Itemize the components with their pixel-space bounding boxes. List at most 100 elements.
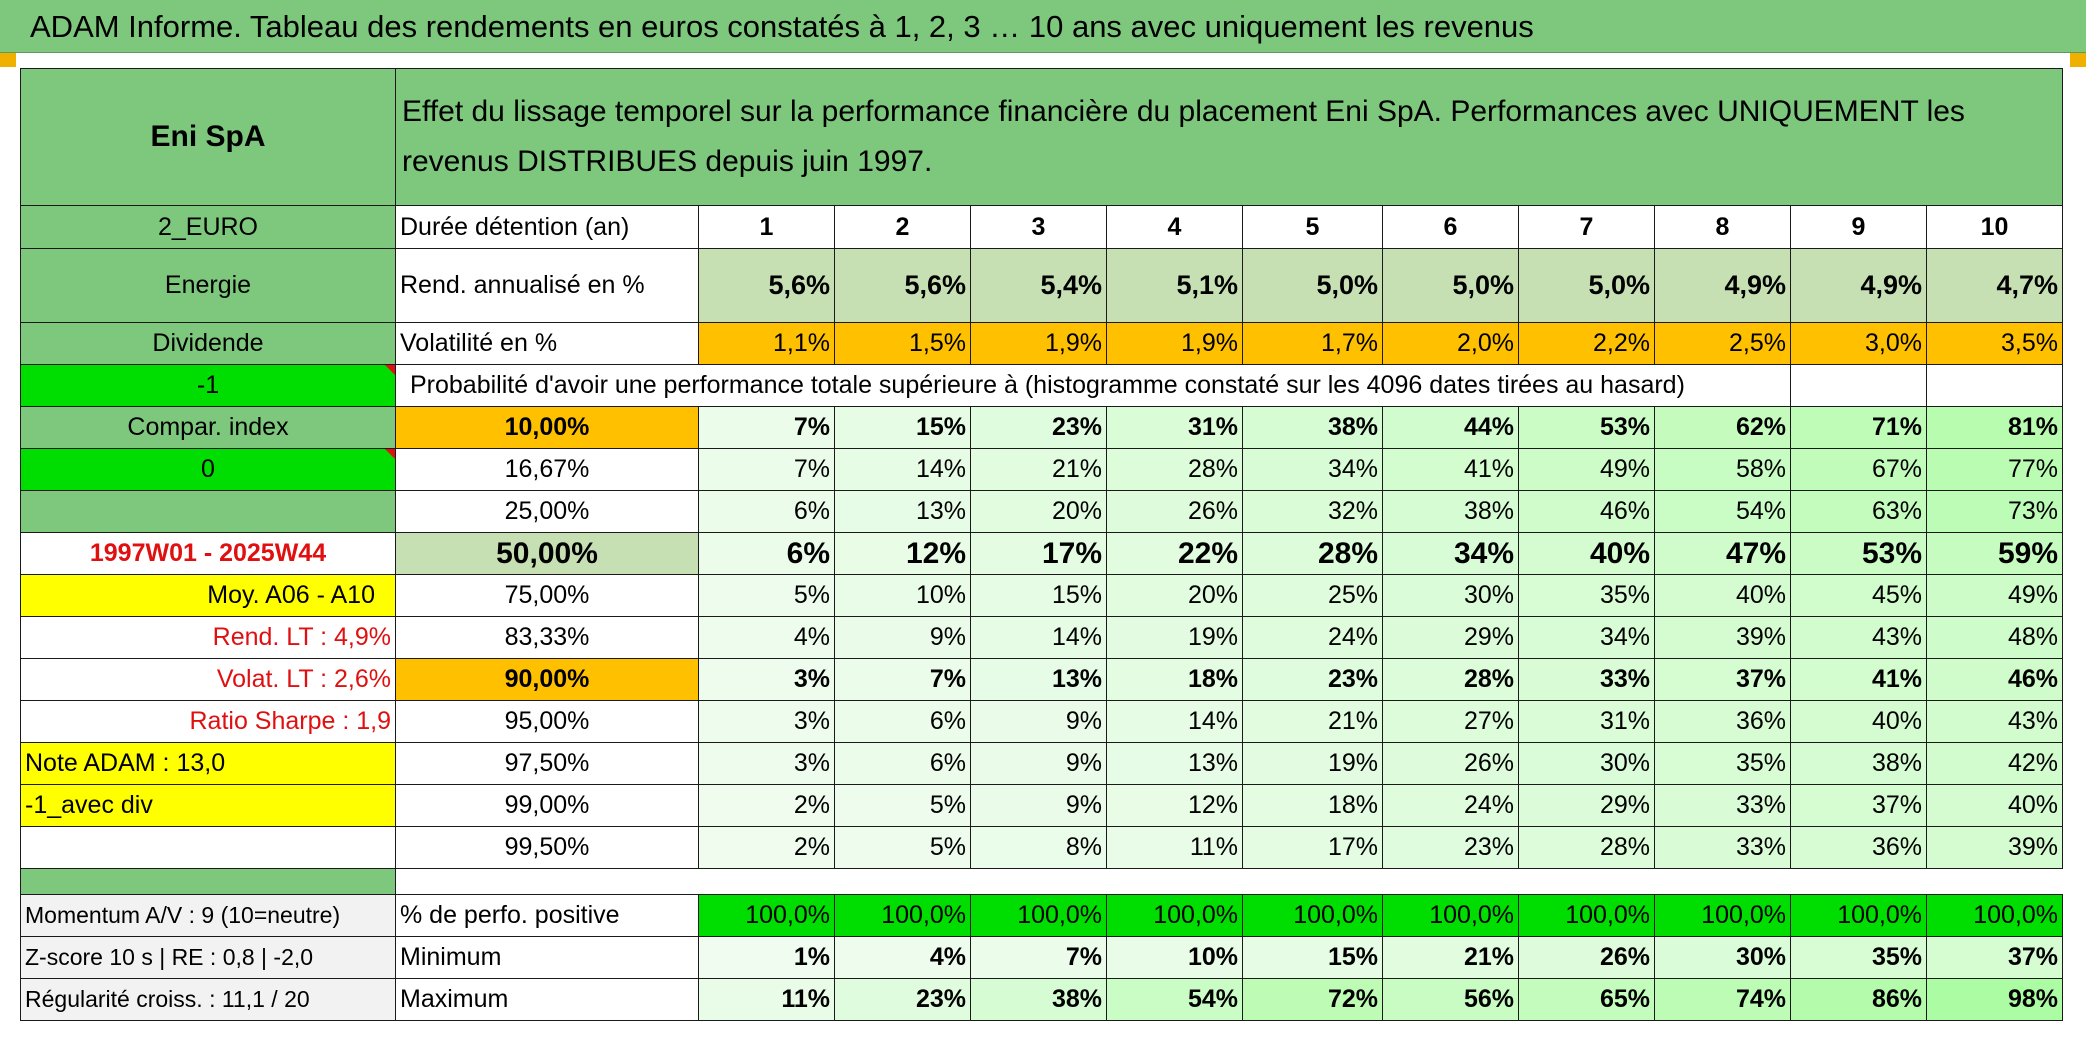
minimum-value: 37% bbox=[1926, 936, 2063, 979]
report-title: ADAM Informe. Tableau des rendements en … bbox=[0, 0, 2086, 53]
probability-value: 17% bbox=[1242, 826, 1383, 869]
probability-value: 13% bbox=[834, 490, 971, 533]
probability-value: 31% bbox=[1106, 406, 1243, 449]
probability-value: 73% bbox=[1926, 490, 2063, 533]
probability-value: 35% bbox=[1518, 574, 1655, 617]
probability-value: 46% bbox=[1518, 490, 1655, 533]
positive-value: 100,0% bbox=[1926, 894, 2063, 937]
probability-value: 6% bbox=[834, 700, 971, 743]
probability-value: 36% bbox=[1790, 826, 1927, 869]
minimum-value: 4% bbox=[834, 936, 971, 979]
probability-value: 34% bbox=[1242, 448, 1383, 491]
probability-value: 58% bbox=[1654, 448, 1791, 491]
probability-value: 32% bbox=[1242, 490, 1383, 533]
probability-value: 4% bbox=[698, 616, 835, 659]
probability-value: 23% bbox=[1382, 826, 1519, 869]
probability-value: 9% bbox=[970, 742, 1107, 785]
year-header: 2 bbox=[834, 205, 971, 249]
probability-value: 29% bbox=[1518, 784, 1655, 827]
positive-value: 100,0% bbox=[834, 894, 971, 937]
threshold-cell: 75,00% bbox=[395, 574, 699, 617]
maximum-value: 65% bbox=[1518, 978, 1655, 1021]
probability-value: 7% bbox=[698, 448, 835, 491]
threshold-cell: 83,33% bbox=[395, 616, 699, 659]
probability-value: 25% bbox=[1242, 574, 1383, 617]
year-header: 1 bbox=[698, 205, 835, 249]
rend-value: 5,6% bbox=[698, 248, 835, 323]
average-label: Moy. A06 - A10 bbox=[20, 574, 396, 617]
probability-value: 11% bbox=[1106, 826, 1243, 869]
probability-value: 18% bbox=[1242, 784, 1383, 827]
positive-value: 100,0% bbox=[1518, 894, 1655, 937]
probability-value: 28% bbox=[1242, 532, 1383, 575]
minimum-value: 30% bbox=[1654, 936, 1791, 979]
probability-value: 39% bbox=[1926, 826, 2063, 869]
right-corner-marker bbox=[2070, 53, 2086, 67]
volat-value: 1,5% bbox=[834, 322, 971, 365]
probability-value: 62% bbox=[1654, 406, 1791, 449]
probability-value: 15% bbox=[970, 574, 1107, 617]
minimum-value: 10% bbox=[1106, 936, 1243, 979]
probability-value: 7% bbox=[834, 658, 971, 701]
positive-value: 100,0% bbox=[1654, 894, 1791, 937]
probability-header: Probabilité d'avoir une performance tota… bbox=[395, 364, 1791, 407]
spreadsheet: Eni SpA Effet du lissage temporel sur la… bbox=[20, 68, 2063, 1021]
probability-value: 27% bbox=[1382, 700, 1519, 743]
rend-value: 5,6% bbox=[834, 248, 971, 323]
threshold-cell: 99,50% bbox=[395, 826, 699, 869]
rend-value: 5,0% bbox=[1382, 248, 1519, 323]
probability-value: 38% bbox=[1382, 490, 1519, 533]
probability-value: 38% bbox=[1790, 742, 1927, 785]
probability-value: 5% bbox=[834, 826, 971, 869]
maximum-value: 74% bbox=[1654, 978, 1791, 1021]
rend-label: Rend. annualisé en % bbox=[395, 248, 699, 323]
momentum-cell: Momentum A/V : 9 (10=neutre) bbox=[20, 894, 396, 937]
probability-value: 19% bbox=[1106, 616, 1243, 659]
probability-value: 21% bbox=[970, 448, 1107, 491]
volat-value: 1,1% bbox=[698, 322, 835, 365]
minimum-value: 7% bbox=[970, 936, 1107, 979]
minimum-label: Minimum bbox=[395, 936, 699, 979]
probability-value: 19% bbox=[1242, 742, 1383, 785]
note-adam-cell: Note ADAM : 13,0 bbox=[20, 742, 396, 785]
probability-value: 67% bbox=[1790, 448, 1927, 491]
rend-value: 4,9% bbox=[1654, 248, 1791, 323]
probability-value: 12% bbox=[834, 532, 971, 575]
probability-value: 53% bbox=[1790, 532, 1927, 575]
probability-value: 46% bbox=[1926, 658, 2063, 701]
maximum-value: 38% bbox=[970, 978, 1107, 1021]
probability-value: 30% bbox=[1518, 742, 1655, 785]
probability-value: 34% bbox=[1382, 532, 1519, 575]
positive-value: 100,0% bbox=[1382, 894, 1519, 937]
volat-value: 3,5% bbox=[1926, 322, 2063, 365]
probability-value: 28% bbox=[1106, 448, 1243, 491]
probability-value: 31% bbox=[1518, 700, 1655, 743]
type-cell: Dividende bbox=[20, 322, 396, 365]
blank-white-cell bbox=[20, 826, 396, 869]
probability-value: 49% bbox=[1926, 574, 2063, 617]
volat-value: 1,9% bbox=[1106, 322, 1243, 365]
spacer-green-cell bbox=[20, 868, 396, 895]
probability-value: 2% bbox=[698, 826, 835, 869]
probability-value: 41% bbox=[1790, 658, 1927, 701]
threshold-cell: 25,00% bbox=[395, 490, 699, 533]
sector-cell: Energie bbox=[20, 248, 396, 323]
minimum-value: 21% bbox=[1382, 936, 1519, 979]
empty-header-cell bbox=[1790, 364, 1927, 407]
probability-value: 34% bbox=[1518, 616, 1655, 659]
maximum-value: 56% bbox=[1382, 978, 1519, 1021]
probability-value: 2% bbox=[698, 784, 835, 827]
probability-value: 26% bbox=[1382, 742, 1519, 785]
threshold-cell: 95,00% bbox=[395, 700, 699, 743]
probability-value: 15% bbox=[834, 406, 971, 449]
positive-value: 100,0% bbox=[698, 894, 835, 937]
probability-value: 8% bbox=[970, 826, 1107, 869]
probability-value: 23% bbox=[1242, 658, 1383, 701]
probability-value: 43% bbox=[1790, 616, 1927, 659]
volat-value: 2,2% bbox=[1518, 322, 1655, 365]
positive-value: 100,0% bbox=[1106, 894, 1243, 937]
maximum-label: Maximum bbox=[395, 978, 699, 1021]
probability-value: 17% bbox=[970, 532, 1107, 575]
probability-value: 7% bbox=[698, 406, 835, 449]
rend-lt-cell: Rend. LT : 4,9% bbox=[20, 616, 396, 659]
